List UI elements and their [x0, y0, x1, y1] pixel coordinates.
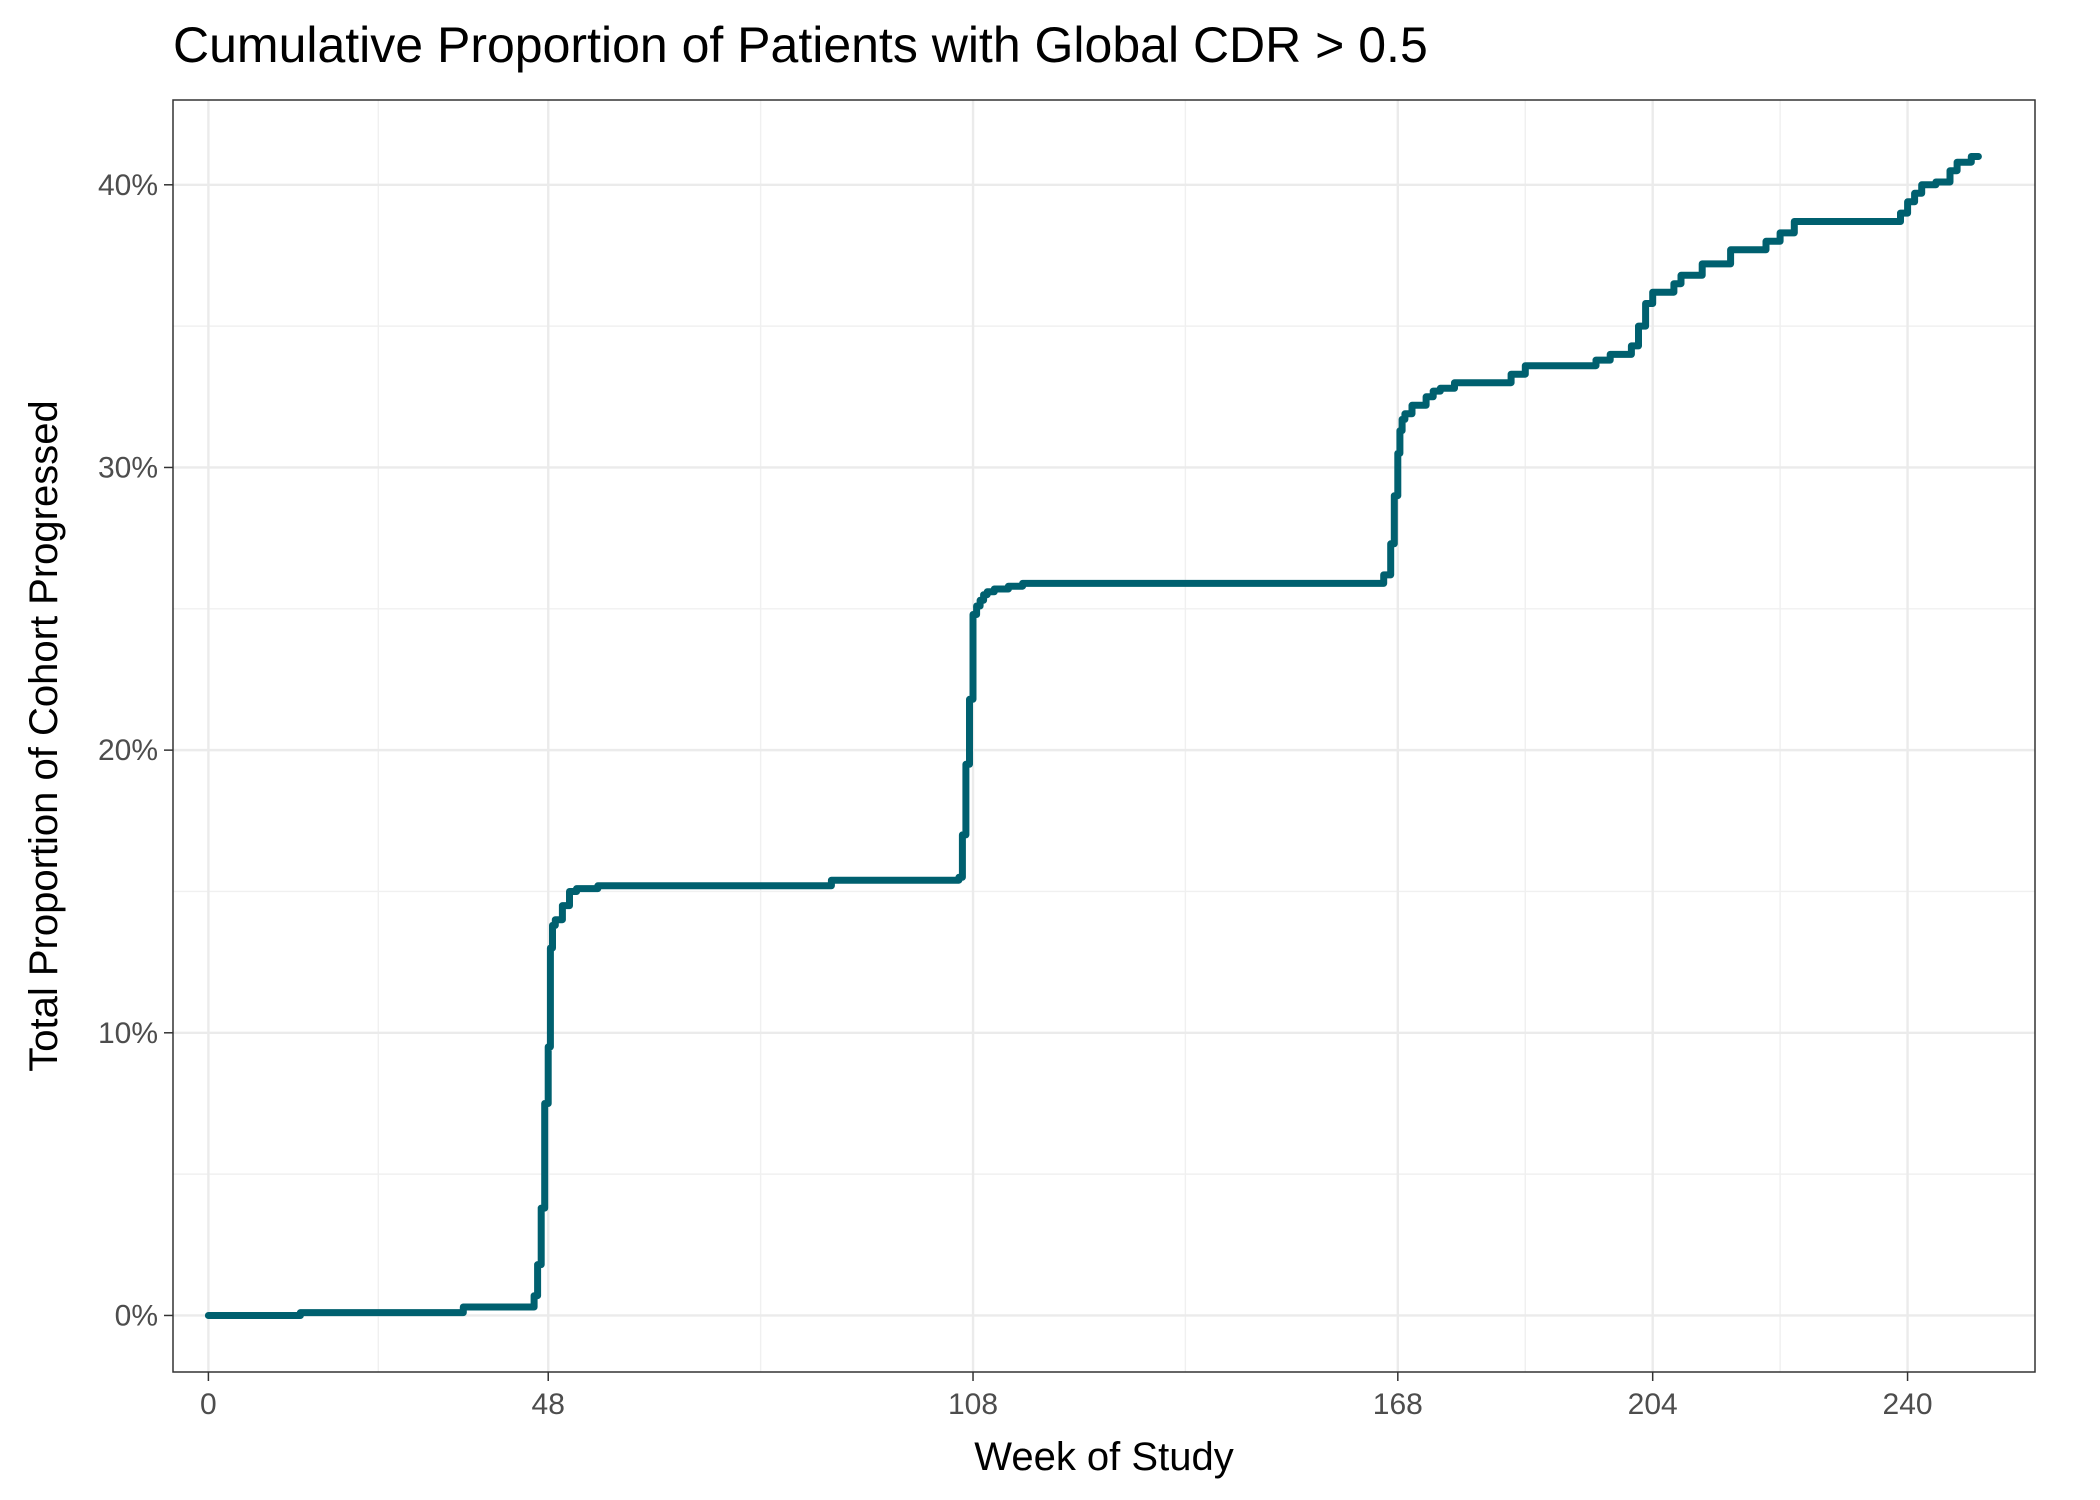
x-tick-label: 240 — [1883, 1388, 1933, 1421]
x-tick-label: 48 — [532, 1388, 565, 1421]
panel-border — [172, 99, 2036, 1373]
major-gridlines — [173, 100, 2035, 1372]
x-axis: 0 48 108 168 204 240 — [200, 1372, 1933, 1421]
y-axis-title: Total Proportion of Cohort Progressed — [22, 400, 66, 1071]
x-axis-title: Week of Study — [974, 1435, 1233, 1479]
y-tick-label: 0% — [115, 1299, 158, 1332]
series-layer — [204, 153, 1982, 1319]
x-tick-label: 108 — [948, 1388, 998, 1421]
x-tick-label: 204 — [1628, 1388, 1678, 1421]
x-tick-label: 168 — [1373, 1388, 1423, 1421]
y-tick-label: 10% — [98, 1017, 158, 1050]
x-tick-label: 0 — [200, 1388, 217, 1421]
chart-title: Cumulative Proportion of Patients with G… — [173, 17, 1428, 73]
y-tick-label: 30% — [98, 451, 158, 484]
plot-panel — [173, 100, 2035, 1372]
y-axis: 0% 10% 20% 30% 40% — [98, 169, 173, 1332]
series-line-0 — [204, 153, 1982, 1319]
minor-gridlines — [173, 100, 2035, 1372]
y-tick-label: 40% — [98, 169, 158, 202]
y-tick-label: 20% — [98, 734, 158, 767]
